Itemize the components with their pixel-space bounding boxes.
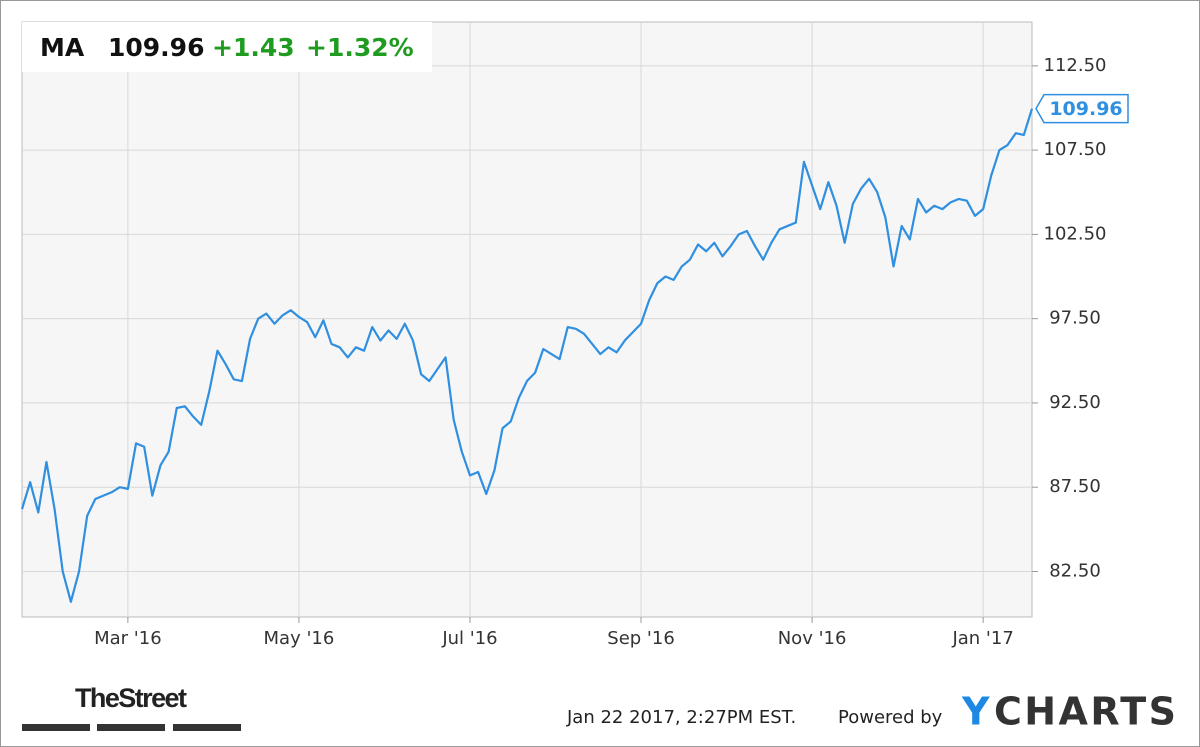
y-tick-label: 87.50: [1049, 476, 1101, 497]
y-tick-label: 92.50: [1049, 392, 1101, 413]
powered-by: Powered by: [838, 707, 943, 728]
timestamp: Jan 22 2017, 2:27PM EST.: [566, 707, 796, 728]
quote-box: [22, 22, 432, 72]
brand-bar: [97, 724, 165, 731]
y-tick-label: 82.50: [1049, 560, 1101, 581]
grid: [22, 22, 1032, 617]
change-pct: +1.32%: [306, 33, 414, 62]
price: 109.96: [108, 33, 204, 62]
x-tick-label: Jul '16: [441, 628, 497, 649]
brand-bar: [173, 724, 241, 731]
brand: TheStreet: [75, 683, 187, 713]
x-tick-label: Mar '16: [94, 628, 162, 649]
logo-rest: CHARTS: [994, 690, 1176, 734]
plot-area: [21, 21, 1033, 618]
y-tick-label: 112.50: [1044, 55, 1107, 76]
y-tick-label: 97.50: [1049, 308, 1101, 329]
x-tick-label: Sep '16: [607, 628, 675, 649]
y-tick-label: 102.50: [1044, 223, 1107, 244]
brand-bar: [22, 724, 90, 731]
x-tick-label: Nov '16: [778, 628, 847, 649]
marks: [20, 108, 1034, 603]
logo-y: Y: [961, 690, 990, 734]
price-line: [20, 108, 1034, 603]
x-tick-label: May '16: [264, 628, 335, 649]
y-tick-label: 107.50: [1044, 139, 1107, 160]
change: +1.43: [212, 33, 295, 62]
last-price-label: 109.96: [1049, 98, 1122, 120]
last-price-tag: [1035, 93, 1129, 124]
ticker: MA: [40, 33, 85, 62]
x-tick-label: Jan '17: [951, 628, 1013, 649]
